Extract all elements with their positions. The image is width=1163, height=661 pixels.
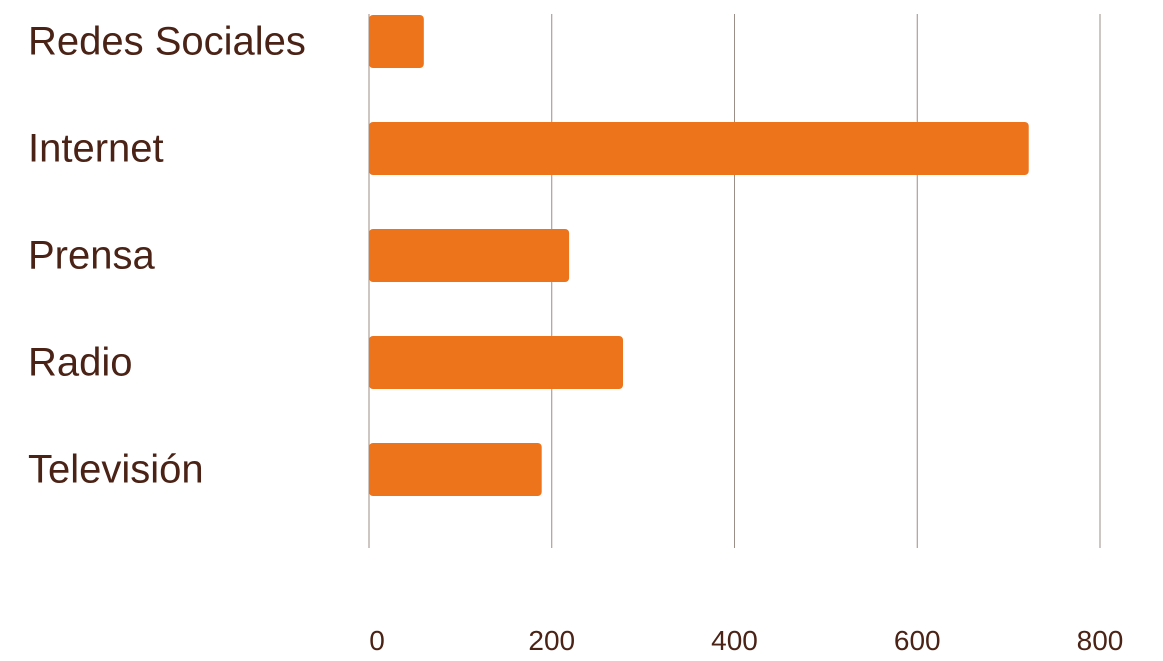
- x-tick-label-600: 600: [894, 625, 941, 656]
- x-tick-label-0: 0: [369, 625, 385, 656]
- category-labels: Redes Sociales Internet Prensa Radio Televis…: [28, 20, 306, 492]
- x-tick-label-800: 800: [1077, 625, 1124, 656]
- bar-televisión: [369, 443, 542, 496]
- category-label-internet: Internet: [28, 127, 164, 171]
- category-label-televisión: Televisión: [28, 448, 204, 492]
- bar-internet: [369, 122, 1029, 175]
- bar-redes-sociales: [369, 15, 424, 68]
- category-label-redes-sociales: Redes Sociales: [28, 20, 306, 64]
- category-label-radio: Radio: [28, 341, 133, 385]
- bar-radio: [369, 336, 624, 389]
- category-label-prensa: Prensa: [28, 234, 155, 278]
- x-tick-label-400: 400: [711, 625, 758, 656]
- x-axis-tick-labels: 0 200 400 600 800: [369, 625, 1123, 656]
- x-tick-label-200: 200: [528, 625, 575, 656]
- bars: [369, 15, 1029, 496]
- bar-prensa: [369, 229, 570, 282]
